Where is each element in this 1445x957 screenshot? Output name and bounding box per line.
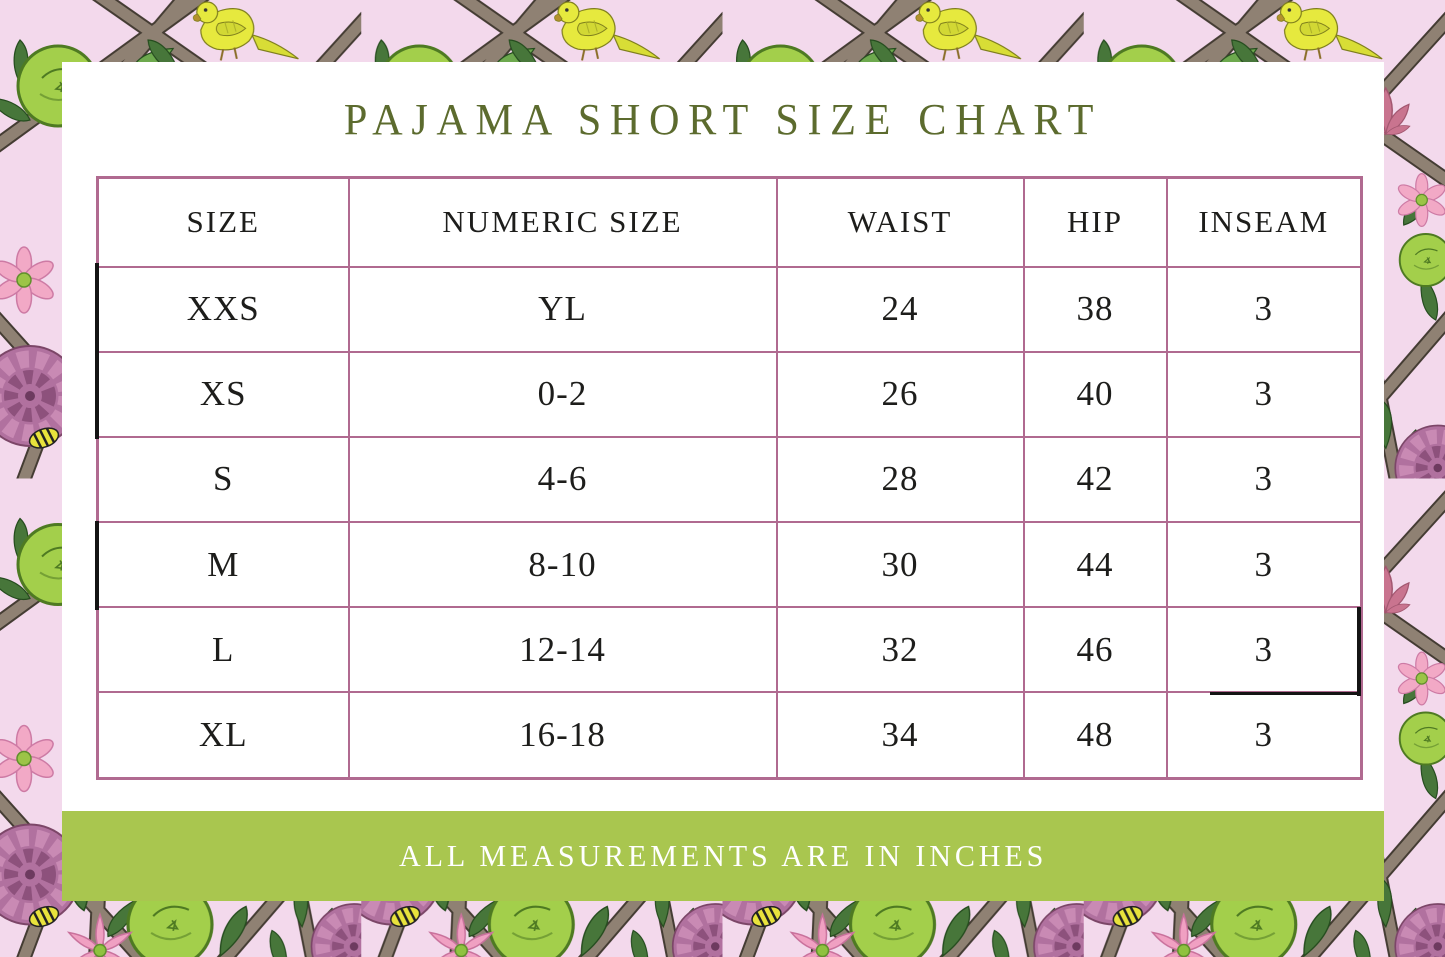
- table-row: S 4-6 28 42 3: [96, 435, 1363, 524]
- table-cell: 40: [1022, 350, 1168, 438]
- table-cell: 4-6: [347, 435, 778, 524]
- table-cell: 3: [1165, 691, 1363, 780]
- table-cell: XS: [96, 350, 350, 438]
- ink-accent-line: [1210, 692, 1361, 695]
- table-cell: 44: [1022, 521, 1168, 609]
- table-cell: 34: [775, 691, 1025, 780]
- table-cell: 3: [1165, 521, 1363, 609]
- table-cell: 3: [1165, 350, 1363, 438]
- table-cell: 16-18: [347, 691, 778, 780]
- table-cell: 46: [1022, 606, 1168, 694]
- table-cell: L: [96, 606, 350, 694]
- size-table: SIZE NUMERIC SIZE WAIST HIP INSEAM XXS Y…: [96, 176, 1363, 780]
- table-cell: 32: [775, 606, 1025, 694]
- ink-accent-line: [95, 263, 99, 439]
- table-cell: S: [96, 435, 350, 524]
- col-header-inseam: INSEAM: [1165, 176, 1363, 268]
- size-table-wrap: SIZE NUMERIC SIZE WAIST HIP INSEAM XXS Y…: [95, 176, 1363, 780]
- col-header-size: SIZE: [96, 176, 350, 268]
- col-header-hip: HIP: [1022, 176, 1168, 268]
- table-cell: 0-2: [347, 350, 778, 438]
- table-cell: 30: [775, 521, 1025, 609]
- table-row: M 8-10 30 44 3: [96, 521, 1363, 609]
- table-row: XL 16-18 34 48 3: [96, 691, 1363, 780]
- table-cell: 42: [1022, 435, 1168, 524]
- page-title: PAJAMA SHORT SIZE CHART: [343, 95, 1103, 144]
- table-cell: 28: [775, 435, 1025, 524]
- table-cell: 26: [775, 350, 1025, 438]
- table-cell: 3: [1165, 435, 1363, 524]
- table-cell: 38: [1022, 265, 1168, 353]
- table-row: L 12-14 32 46 3: [96, 606, 1363, 694]
- table-cell: 3: [1165, 606, 1363, 694]
- col-header-numeric-size: NUMERIC SIZE: [347, 176, 778, 268]
- banner-text: ALL MEASUREMENTS ARE IN INCHES: [398, 838, 1048, 873]
- table-cell: 24: [775, 265, 1025, 353]
- ink-accent-line: [1357, 607, 1361, 696]
- table-row: XXS YL 24 38 3: [96, 265, 1363, 353]
- table-cell: 8-10: [347, 521, 778, 609]
- ink-accent-line: [95, 521, 99, 610]
- table-row: XS 0-2 26 40 3: [96, 350, 1363, 438]
- table-cell: 48: [1022, 691, 1168, 780]
- table-cell: 3: [1165, 265, 1363, 353]
- table-cell: XXS: [96, 265, 350, 353]
- table-cell: XL: [96, 691, 350, 780]
- header-row: SIZE NUMERIC SIZE WAIST HIP INSEAM: [96, 176, 1363, 268]
- table-cell: M: [96, 521, 350, 609]
- measurements-banner: ALL MEASUREMENTS ARE IN INCHES: [62, 811, 1384, 901]
- col-header-waist: WAIST: [775, 176, 1025, 268]
- table-cell: YL: [347, 265, 778, 353]
- table-cell: 12-14: [347, 606, 778, 694]
- size-chart-panel: PAJAMA SHORT SIZE CHART SIZE NUMERIC SIZ…: [62, 62, 1384, 901]
